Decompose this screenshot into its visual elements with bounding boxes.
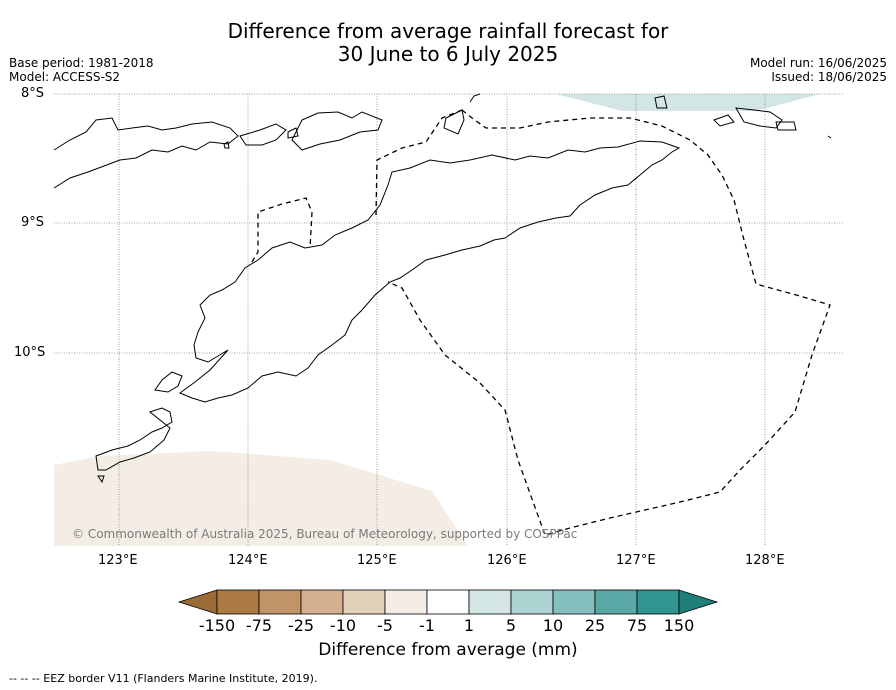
colorbar-cell	[636, 589, 680, 615]
colorbar-cell	[342, 589, 386, 615]
model-name: Model: ACCESS-S2	[9, 70, 121, 84]
colorbar-tick: 25	[584, 616, 606, 635]
copyright-notice: © Commonwealth of Australia 2025, Bureau…	[72, 527, 578, 541]
colorbar-tick: 75	[626, 616, 648, 635]
colorbar-cell	[300, 589, 344, 615]
map-canvas	[53, 93, 843, 546]
lon-label-127e: 127°E	[616, 553, 656, 568]
meta-left: Base period: 1981-2018 Model: ACCESS-S2	[9, 56, 154, 84]
solor-islet	[223, 141, 230, 149]
lon-label-124e: 124°E	[228, 553, 268, 568]
meta-right: Model run: 16/06/2025 Issued: 18/06/2025	[750, 56, 887, 84]
timor-coastline	[178, 140, 681, 403]
dry-anomaly-area	[54, 451, 468, 546]
lon-label-128e: 128°E	[745, 553, 785, 568]
title-line-2: 30 June to 6 July 2025	[337, 42, 559, 66]
kisar-island	[713, 114, 735, 127]
eez-oecusse	[375, 109, 463, 216]
savu-island	[95, 407, 173, 471]
rote-island	[154, 371, 183, 393]
colorbar-cell	[426, 589, 470, 615]
colorbar-tick: -25	[287, 616, 315, 635]
colorbar-tick: 5	[505, 616, 517, 635]
colorbar-cell	[384, 589, 428, 615]
lon-label-125e: 125°E	[357, 553, 397, 568]
lat-label-9s: 9°S	[21, 215, 45, 230]
eez-boundary	[251, 109, 831, 536]
lon-label-123e: 123°E	[98, 553, 138, 568]
issued-date: Issued: 18/06/2025	[771, 70, 887, 84]
model-run: Model run: 16/06/2025	[749, 56, 887, 70]
colorbar-tick: -150	[198, 616, 236, 635]
flores-island	[53, 117, 239, 189]
eez-footnote: -- -- -- EEZ border V11 (Flanders Marine…	[9, 672, 318, 685]
lakor-islet	[827, 135, 832, 139]
wetar-islet	[654, 95, 668, 109]
northern-island	[443, 93, 481, 135]
colorbar-extend-low	[177, 589, 218, 615]
lat-label-10s: 10°S	[14, 345, 46, 360]
leti-island	[735, 107, 783, 129]
base-period: Base period: 1981-2018	[9, 56, 154, 70]
coastlines	[53, 93, 832, 484]
colorbar-cell	[594, 589, 638, 615]
colorbar-tick: -5	[377, 616, 393, 635]
colorbar-label: Difference from average (mm)	[318, 640, 578, 660]
colorbar-cell	[552, 589, 596, 615]
eez-timor-leste	[387, 109, 831, 536]
eez-oecusse-west	[251, 197, 313, 263]
colorbar-cell	[216, 589, 260, 615]
alor-island	[287, 127, 299, 139]
lembata-island	[239, 123, 287, 146]
lon-label-126e: 126°E	[487, 553, 527, 568]
graticule	[54, 93, 843, 546]
colorbar-cell	[510, 589, 554, 615]
lat-label-8s: 8°S	[21, 86, 45, 101]
colorbar-extend-high	[678, 589, 719, 615]
colorbar-tick: 1	[463, 616, 475, 635]
title-line-1: Difference from average rainfall forecas…	[227, 19, 669, 43]
sumba-tip	[97, 475, 105, 484]
colorbar-tick: -10	[329, 616, 357, 635]
pantar-island	[291, 111, 383, 151]
colorbar-tick: -75	[245, 616, 273, 635]
moa-island	[775, 121, 797, 131]
colorbar-tick: -1	[419, 616, 435, 635]
colorbar-cell	[468, 589, 512, 615]
colorbar-cell	[258, 589, 302, 615]
colorbar-tick: 10	[542, 616, 564, 635]
colorbar-tick: 150	[663, 616, 695, 635]
colorbar	[177, 589, 719, 615]
wet-anomaly-area	[556, 94, 820, 111]
map-title: Difference from average rainfall forecas…	[0, 20, 896, 66]
